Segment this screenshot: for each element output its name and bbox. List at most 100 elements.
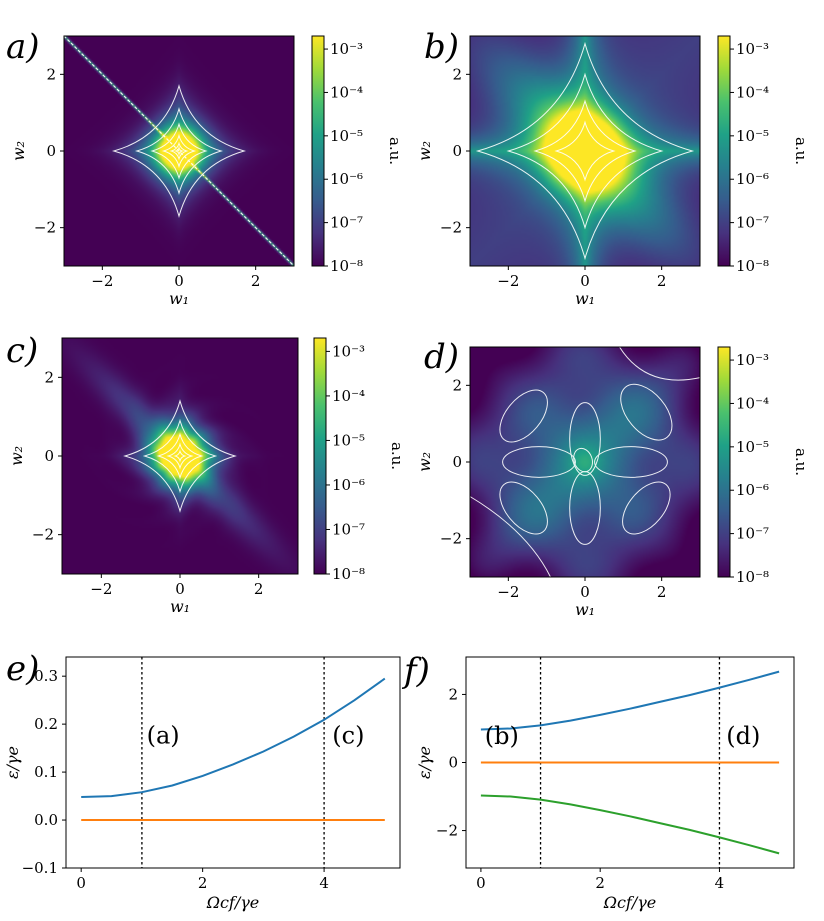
- heatmap-panel-d: −2 0 2 −2 0 2 w₁ w₂ d) 10⁻³ 10⁻⁴ 10⁻⁵ 10⁻⁶ 10⁻⁷ 10⁻⁸ a.…: [415, 337, 810, 619]
- x-tick-label: 0: [476, 874, 486, 892]
- y-tick-label: −2: [34, 219, 56, 237]
- y-tick-label: 2: [452, 65, 462, 83]
- y-axis-label: w₂: [7, 446, 26, 466]
- contour-line: [174, 146, 184, 156]
- colorbar-tick-label: 10⁻⁶: [332, 476, 365, 494]
- y-tick-label: 0: [44, 447, 54, 465]
- contour-line: [554, 120, 616, 182]
- annotation-label: (c): [332, 721, 364, 749]
- contour-line: [620, 383, 673, 441]
- contour-line: [173, 449, 187, 463]
- heatmap-panel-a: −2 0 2 −2 0 2 w₁ w₂ a) 10⁻³ 10⁻⁴ 10⁻⁵ 10⁻⁶ 10⁻⁷ 10⁻⁸ a.…: [6, 27, 404, 308]
- series-line-lower: [480, 794, 780, 855]
- colorbar-tick-label: 10⁻⁵: [736, 438, 769, 456]
- x-tick-label: 2: [254, 580, 264, 598]
- y-axis-label: ε/γe: [3, 746, 22, 779]
- line-panel-e: 0 2 4 −0.1 0.0 0.1 0.2 0.3 (a) (c) Ωcf/γe ε/γe e): [3, 649, 401, 912]
- panel-label: a): [6, 27, 40, 67]
- heatmap-image: [470, 36, 700, 266]
- contour-lines: [123, 399, 237, 513]
- colorbar-tick-label: 10⁻⁷: [332, 520, 365, 538]
- contour-line: [573, 447, 593, 473]
- y-tick-label: 0: [452, 453, 462, 471]
- x-tick-label: 2: [198, 874, 208, 892]
- contour-line: [533, 99, 637, 203]
- panel-label: f): [401, 651, 430, 691]
- y-tick-label: 0.3: [34, 667, 58, 685]
- x-tick-label: −2: [90, 580, 112, 598]
- y-tick-label: 0.2: [34, 715, 58, 733]
- contour-line: [569, 402, 601, 476]
- colorbar-tick-label: 10⁻³: [332, 342, 365, 360]
- y-tick-label: 2: [46, 65, 56, 83]
- x-tick-label: 0: [76, 874, 86, 892]
- annotation-label: (a): [147, 721, 180, 749]
- y-tick-label: 2: [448, 685, 458, 703]
- contour-line: [506, 72, 664, 230]
- anti-diagonal-line: [63, 35, 295, 267]
- x-tick-label: −2: [497, 583, 519, 601]
- colorbar-tick-label: 10⁻⁸: [330, 257, 363, 275]
- colorbar-tick-label: 10⁻⁷: [330, 214, 363, 232]
- y-tick-label: 2: [452, 376, 462, 394]
- y-tick-label: 0: [448, 754, 458, 772]
- contour-line: [502, 446, 576, 478]
- heatmap-image: [470, 347, 700, 577]
- annotation-label: (d): [726, 722, 760, 750]
- colorbar-tick-label: 10⁻⁶: [330, 170, 363, 188]
- panel-label: e): [6, 649, 39, 689]
- contour-line: [142, 418, 218, 494]
- plot-frame: [65, 656, 401, 869]
- contour-line: [499, 389, 548, 443]
- contour-line: [475, 41, 695, 261]
- colorbar-tick-label: 10⁻³: [330, 40, 363, 58]
- y-tick-label: 0: [46, 142, 56, 160]
- line-panel-f: 0 2 4 −2 0 2 (b) (d) Ωcf/γe ε/γe f): [401, 651, 795, 912]
- x-tick-label: −2: [91, 272, 113, 290]
- y-axis-label: w₂: [9, 141, 28, 161]
- y-tick-label: −2: [436, 822, 458, 840]
- colorbar: [311, 35, 325, 267]
- x-tick-label: 4: [319, 874, 329, 892]
- annotation-label: (b): [485, 722, 519, 750]
- y-tick-label: −2: [440, 530, 462, 548]
- colorbar: [717, 35, 731, 267]
- heatmap-panel-b: −2 0 2 −2 0 2 w₁ w₂ b) 10⁻³ 10⁻⁴ 10⁻⁵ 10⁻⁶ 10⁻⁷ 10⁻⁸ a.…: [415, 27, 810, 308]
- contour-line: [161, 133, 197, 169]
- contour-line: [622, 481, 671, 535]
- contour-line: [150, 122, 208, 180]
- contour-line: [111, 83, 247, 219]
- x-axis-label: w₁: [575, 289, 595, 308]
- x-axis-label: w₁: [169, 289, 189, 308]
- x-tick-label: 2: [595, 874, 605, 892]
- contour-line: [156, 432, 204, 480]
- colorbar-tick-label: 10⁻⁷: [736, 525, 769, 543]
- x-axis-label: w₁: [575, 600, 595, 619]
- y-axis-label: w₂: [415, 141, 434, 161]
- contour-line: [169, 141, 189, 161]
- colorbar-tick-label: 10⁻⁸: [332, 565, 365, 583]
- colorbar-tick-label: 10⁻³: [736, 351, 769, 369]
- colorbar-tick-label: 10⁻⁶: [736, 481, 769, 499]
- x-tick-label: 4: [715, 874, 725, 892]
- colorbar-label: a.u.: [792, 448, 810, 476]
- y-axis-label: ε/γe: [415, 746, 434, 779]
- colorbar-tick-label: 10⁻⁴: [332, 387, 365, 405]
- y-tick-label: −2: [440, 219, 462, 237]
- panel-label: c): [6, 331, 38, 371]
- x-tick-label: 2: [251, 272, 261, 290]
- heatmap-panel-c: −2 0 2 −2 0 2 w₁ w₂ c) 10⁻³ 10⁻⁴ 10⁻⁵ 10⁻⁶ 10⁻⁷ 10⁻⁸ a.…: [6, 331, 406, 616]
- x-axis-label: w₁: [170, 597, 190, 616]
- x-tick-label: −2: [497, 272, 519, 290]
- contour-lines: [63, 35, 295, 267]
- colorbar-tick-label: 10⁻⁵: [330, 127, 363, 145]
- x-tick-label: 0: [580, 272, 590, 290]
- contour-line: [499, 481, 548, 535]
- colorbar-label: a.u.: [388, 442, 406, 470]
- colorbar-tick-label: 10⁻⁷: [736, 214, 769, 232]
- x-tick-label: 0: [175, 580, 185, 598]
- contour-line: [619, 346, 701, 381]
- contour-line: [123, 399, 237, 513]
- colorbar-tick-label: 10⁻⁶: [736, 170, 769, 188]
